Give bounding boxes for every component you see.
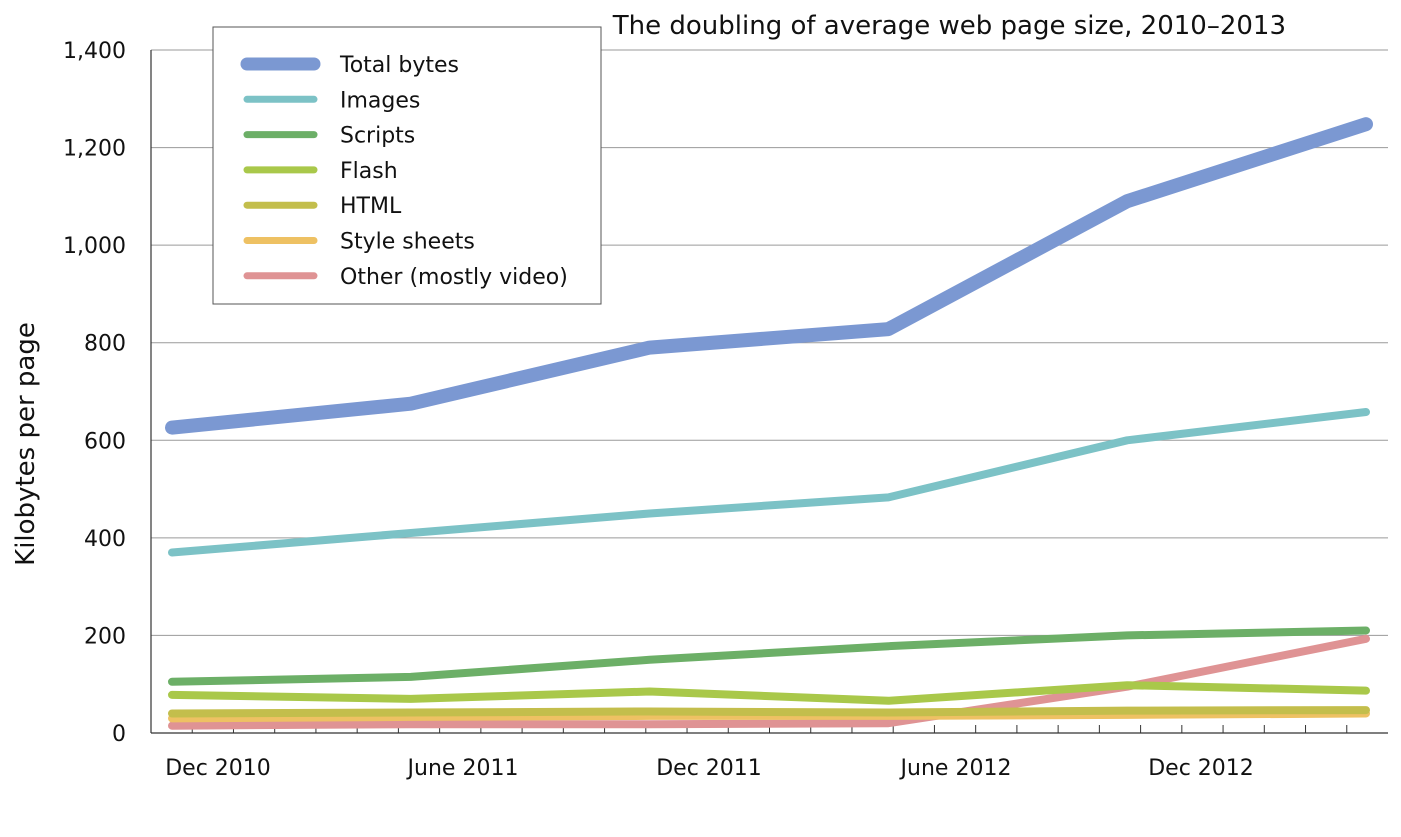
- legend-label: HTML: [340, 194, 402, 219]
- x-tick-label: Dec 2012: [1148, 756, 1254, 781]
- series-line-flash: [168, 681, 1370, 705]
- y-tick-label: 400: [84, 527, 126, 552]
- x-tick-label: June 2011: [406, 756, 519, 781]
- y-tick-label: 800: [84, 332, 126, 357]
- y-tick-label: 600: [84, 429, 126, 454]
- series-line-other-mostly-video: [168, 634, 1370, 730]
- series-line-scripts: [168, 626, 1370, 686]
- y-tick-label: 1,400: [63, 39, 126, 64]
- legend-label: Total bytes: [339, 53, 459, 78]
- legend-label: Flash: [340, 159, 398, 184]
- x-tick-label: June 2012: [899, 756, 1012, 781]
- series-line-html: [168, 706, 1370, 718]
- series-line-total-bytes: [165, 117, 1373, 435]
- x-axis: Dec 2010 June 2011 Dec 2011 June 2012 Dec 20…: [150, 50, 1388, 781]
- x-tick-label: Dec 2011: [656, 756, 762, 781]
- legend-label: Style sheets: [340, 230, 475, 255]
- y-tick-label: 1,200: [63, 137, 126, 162]
- series-line-images: [168, 408, 1370, 557]
- legend-label: Other (mostly video): [340, 265, 568, 290]
- legend-label: Images: [340, 88, 420, 113]
- legend-box: [212, 26, 602, 305]
- y-axis-title: Kilobytes per page: [11, 322, 41, 566]
- y-tick-label: 0: [112, 722, 126, 747]
- legend-label: Scripts: [340, 124, 415, 149]
- legend: Total bytes Images Scripts Flash HTML Style s…: [212, 26, 602, 305]
- y-tick-label: 200: [84, 624, 126, 649]
- series-lines: [165, 117, 1373, 730]
- y-tick-label: 1,000: [63, 234, 126, 259]
- chart-title: The doubling of average web page size, 2…: [612, 11, 1286, 41]
- y-axis-tick-labels: 0 200 400 600 800 1,000 1,200 1,400: [63, 39, 126, 747]
- x-tick-label: Dec 2010: [165, 756, 271, 781]
